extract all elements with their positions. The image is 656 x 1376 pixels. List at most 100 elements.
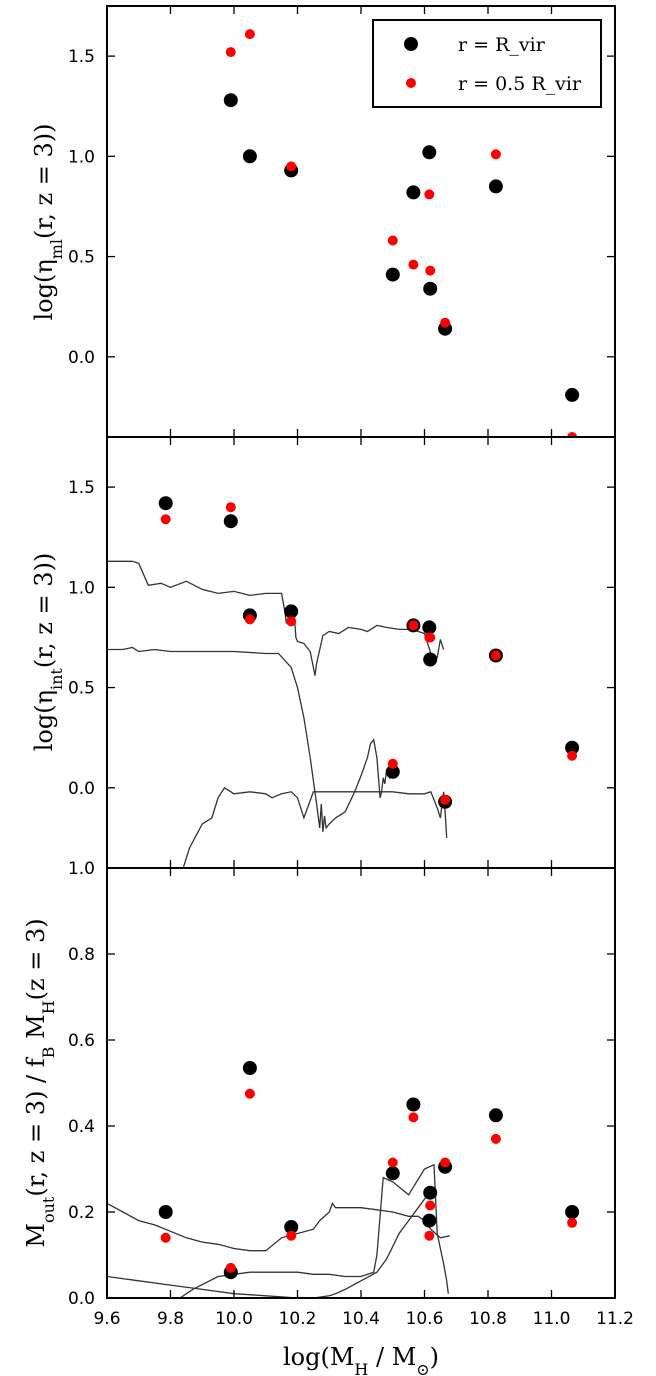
point-red-7 xyxy=(424,1230,435,1241)
panel-2-points xyxy=(158,496,580,809)
y-tick-label: 1.0 xyxy=(68,147,95,167)
x-tick-label: 9.8 xyxy=(157,1309,184,1329)
panel-3-curves xyxy=(107,1163,451,1298)
x-tick-label: 11.0 xyxy=(533,1309,571,1329)
point-red-10 xyxy=(567,432,578,437)
point-red-1 xyxy=(160,514,171,525)
panel-2-ticks: 0.0 0.5 1.0 1.5 xyxy=(68,437,616,868)
point-black-10 xyxy=(565,387,580,402)
point-red-4 xyxy=(387,235,398,246)
curve-2 xyxy=(107,1190,432,1298)
x-tick-label: 11.2 xyxy=(596,1309,634,1329)
curve-3 xyxy=(182,786,448,868)
point-black-4 xyxy=(284,1220,299,1234)
legend-entry-half-r-vir: r = 0.5 R_vir xyxy=(458,73,582,95)
point-red-3 xyxy=(286,161,297,172)
point-red-2 xyxy=(244,29,255,40)
y-tick-label: 1.5 xyxy=(68,478,95,498)
curve-3 xyxy=(179,1163,449,1298)
panel-2-curves xyxy=(107,560,448,868)
point-black-1 xyxy=(223,93,238,108)
point-black-11 xyxy=(565,740,580,755)
y-tick-label: 0.5 xyxy=(68,679,95,699)
legend: r = R_vir r = 0.5 R_vir xyxy=(372,19,602,108)
point-black-3 xyxy=(242,1061,257,1075)
x-tick-label: 10.6 xyxy=(406,1309,444,1329)
legend-entry-r-vir: r = R_vir xyxy=(458,34,546,56)
point-red-6 xyxy=(424,189,435,200)
point-red-10 xyxy=(490,1133,501,1144)
curve-2 xyxy=(107,646,394,832)
y-tick-label: 1.5 xyxy=(68,47,95,67)
curve-1 xyxy=(107,560,445,676)
legend-marker-black xyxy=(404,37,418,51)
y-tick-label: 0.4 xyxy=(68,1117,95,1137)
point-red-8 xyxy=(425,632,436,643)
point-red-6 xyxy=(408,620,419,631)
point-black-1 xyxy=(158,1205,173,1219)
point-black-5 xyxy=(406,185,421,200)
point-red-3 xyxy=(244,614,255,625)
panel-3-points xyxy=(158,1061,580,1280)
point-red-2 xyxy=(225,502,236,513)
x-tick-label: 9.6 xyxy=(93,1309,120,1329)
y-tick-label: 0.5 xyxy=(68,248,95,268)
point-black-8 xyxy=(423,652,438,667)
panel-2-frame xyxy=(106,436,616,869)
point-red-9 xyxy=(440,794,451,805)
point-red-3 xyxy=(244,1088,255,1099)
y-tick-label: 0.2 xyxy=(68,1203,95,1223)
point-black-9 xyxy=(488,179,503,194)
y-tick-label: 0.0 xyxy=(68,348,95,368)
point-red-5 xyxy=(387,758,398,769)
point-red-6 xyxy=(408,1112,419,1123)
point-red-2 xyxy=(225,1262,236,1273)
point-black-7 xyxy=(422,620,437,635)
y-tick-label: 0.0 xyxy=(68,779,95,799)
point-red-8 xyxy=(425,1200,436,1211)
point-black-1 xyxy=(158,496,173,511)
point-black-7 xyxy=(423,281,438,296)
panel-3-frame xyxy=(106,867,616,1299)
point-red-11 xyxy=(567,750,578,761)
point-black-10 xyxy=(488,1108,503,1123)
x-tick-label: 10.4 xyxy=(342,1309,380,1329)
point-red-1 xyxy=(225,47,236,58)
point-black-2 xyxy=(223,514,238,529)
point-red-5 xyxy=(387,1157,398,1168)
y-tick-label: 1.0 xyxy=(68,859,95,879)
point-red-9 xyxy=(440,1157,451,1168)
panel-3-ticks: 0.0 0.2 0.4 0.6 0.8 1.0 9.6 9.8 10.0 10.2 10.4 10.6… xyxy=(68,859,634,1329)
legend-marker-red xyxy=(406,78,416,88)
x-tick-label: 10.0 xyxy=(215,1309,253,1329)
panel-2-ylabel: log(ηint(r, z = 3)) xyxy=(30,553,66,752)
panel-1: 0.0 0.5 1.0 1.5 log(ηml(r, z = 3)) r = R_vi… xyxy=(30,6,616,437)
point-red-4 xyxy=(286,616,297,627)
point-black-6 xyxy=(422,145,437,160)
point-black-11 xyxy=(565,1205,580,1219)
point-black-5 xyxy=(385,764,400,779)
point-black-7 xyxy=(422,1213,437,1228)
panel-2: 0.0 0.5 1.0 1.5 log(ηint(r, z = 3)) xyxy=(30,437,616,868)
panel-1-ylabel: log(ηml(r, z = 3)) xyxy=(30,123,66,320)
y-tick-label: 0.6 xyxy=(68,1031,95,1051)
legend-frame xyxy=(372,19,602,108)
point-red-10 xyxy=(490,650,501,661)
point-black-4 xyxy=(385,267,400,282)
x-tick-label: 10.2 xyxy=(279,1309,317,1329)
point-black-2 xyxy=(242,149,257,164)
panel-1-points xyxy=(223,29,580,437)
curve-1 xyxy=(107,1202,451,1252)
panel-3-ylabel: Mout(r, z = 3) / fB MH(z = 3) xyxy=(22,918,58,1247)
point-black-4 xyxy=(284,604,299,619)
x-axis-label: log(MH / M⊙) xyxy=(283,1343,439,1376)
y-tick-label: 1.0 xyxy=(68,578,95,598)
point-red-5 xyxy=(408,259,419,270)
panel-1-ticks: 0.0 0.5 1.0 1.5 xyxy=(68,6,616,437)
x-tick-label: 10.8 xyxy=(469,1309,507,1329)
point-black-6 xyxy=(406,1097,421,1112)
panel-3: 0.0 0.2 0.4 0.6 0.8 1.0 9.6 9.8 10.0 10.2 10.4 10.6… xyxy=(22,859,634,1376)
point-red-9 xyxy=(490,149,501,160)
y-tick-label: 0.0 xyxy=(68,1289,95,1309)
